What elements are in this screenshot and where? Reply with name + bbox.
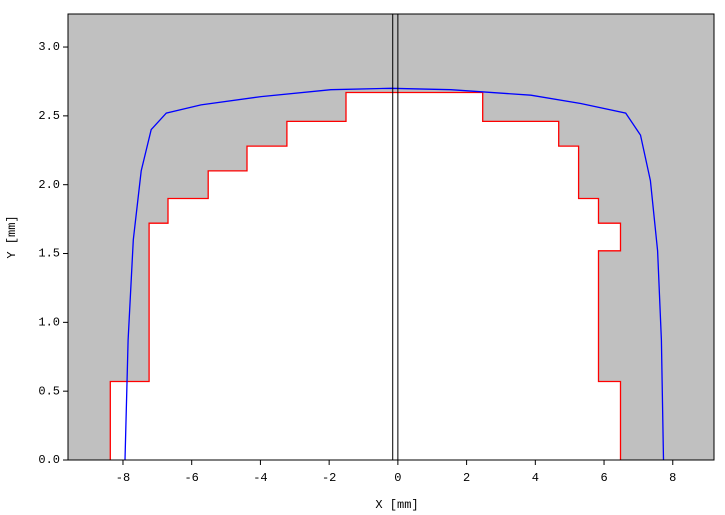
y-tick-label: 3.0 (38, 40, 60, 54)
x-tick-label: 4 (532, 471, 539, 485)
y-axis-label: Y [mm] (5, 215, 19, 258)
x-tick-label: -8 (116, 471, 130, 485)
y-tick-label: 0.5 (38, 384, 60, 398)
x-tick-label: 6 (600, 471, 607, 485)
x-tick-label: 0 (394, 471, 401, 485)
x-tick-label: -2 (322, 471, 336, 485)
y-tick-label: 2.0 (38, 178, 60, 192)
plot-frame (67, 13, 715, 461)
x-tick-label: 2 (463, 471, 470, 485)
y-tick-label: 1.0 (38, 316, 60, 330)
x-tick-label: -6 (184, 471, 198, 485)
x-tick-label: 8 (669, 471, 676, 485)
y-tick-label: 0.0 (38, 453, 60, 467)
y-tick-label: 1.5 (38, 247, 60, 261)
y-tick-label: 2.5 (38, 109, 60, 123)
area (110, 92, 621, 460)
x-tick-label: -4 (253, 471, 267, 485)
line (109, 91, 622, 460)
x-axis-label: X [mm] (375, 498, 418, 512)
line (124, 87, 665, 461)
